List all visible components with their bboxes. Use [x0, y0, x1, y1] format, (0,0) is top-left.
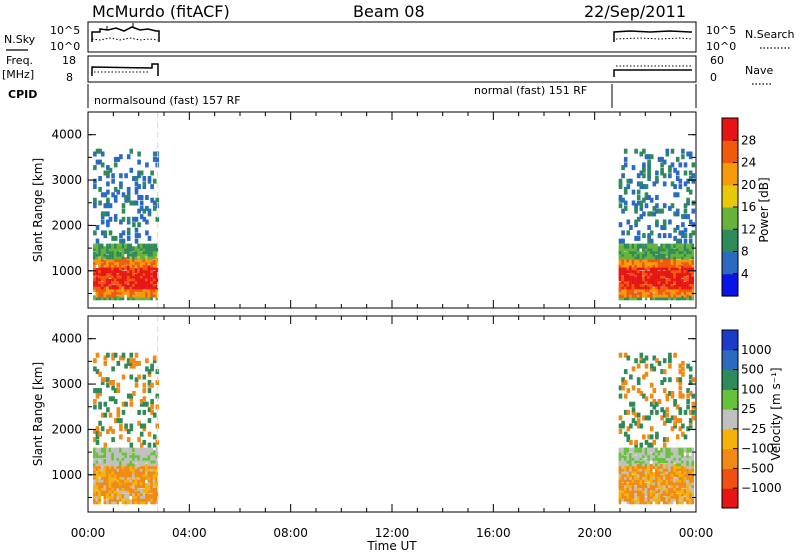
nsky-tick-top: 10^5 [50, 24, 80, 37]
nsearch-label: N.Search [745, 28, 795, 41]
nsky-label: N.Sky [4, 33, 36, 46]
colorbar-tick-label: 12 [741, 222, 756, 236]
colorbar-tick-label: 28 [741, 133, 756, 147]
colorbar-swatch [722, 273, 738, 297]
freq-tick-top: 18 [62, 54, 76, 67]
nsearch-tick-bottom: 10^0 [706, 40, 736, 53]
ytick-label: 4000 [51, 332, 82, 346]
ytick-label: 2000 [51, 422, 82, 436]
xtick-label: 00:00 [71, 526, 106, 540]
power-panel: 1000 2000 3000 4000 Slant Range [km] [31, 111, 697, 309]
colorbar-swatch [722, 140, 738, 164]
colorbar-tick-label: −1000 [741, 481, 782, 495]
colorbar-swatch [722, 468, 738, 489]
colorbar-tick-label: −100 [741, 442, 774, 456]
nsearch-tick-top: 10^5 [706, 24, 736, 37]
freq-tick-bottom: 8 [66, 71, 73, 84]
cpid-panel: CPID normalsound (fast) 157 RF normal (f… [8, 84, 697, 108]
colorbar-tick-label: 100 [741, 382, 764, 396]
colorbar-swatch [722, 207, 738, 230]
ytick-label: 1000 [51, 264, 82, 278]
colorbar-tick-label: 24 [741, 156, 756, 170]
velocity-ylabel: Slant Range [km] [31, 362, 45, 466]
colorbar-swatch [722, 162, 738, 186]
colorbar-tick-label: −500 [741, 461, 774, 475]
colorbar-swatch [722, 251, 738, 275]
ytick-label: 3000 [51, 173, 82, 187]
nsky-panel: N.Sky 10^5 10^0 10^5 10^0 N.Search [4, 21, 795, 53]
ytick-label: 1000 [51, 468, 82, 482]
freq-label-top: Freq. [6, 54, 33, 67]
power-axis-ticks: 1000 2000 3000 4000 [51, 112, 697, 308]
colorbar-tick-label: −25 [741, 422, 766, 436]
colorbar-tick-label: 25 [741, 402, 756, 416]
xtick-label: 20:00 [577, 526, 612, 540]
beam-title: Beam 08 [353, 2, 425, 21]
colorbar-tick-label: 8 [741, 245, 749, 259]
colorbar-tick-label: 1000 [741, 343, 772, 357]
colorbar-swatch [722, 369, 738, 390]
power-ylabel: Slant Range [km] [31, 158, 45, 262]
colorbar-tick-label: 4 [741, 267, 749, 281]
velocity-axis-ticks: 1000 2000 3000 4000 [51, 316, 697, 512]
xtick-label: 04:00 [172, 526, 207, 540]
xtick-label: 08:00 [273, 526, 308, 540]
cpid-right-text: normal (fast) 151 RF [474, 84, 587, 97]
colorbar-tick-label: 16 [741, 200, 756, 214]
xtick-label: 00:00 [679, 526, 714, 540]
freq-label-bottom: [MHz] [2, 68, 34, 81]
xaxis-label: Time UT [366, 539, 417, 553]
freq-panel: Freq. [MHz] 18 8 60 0 Nave [2, 54, 773, 85]
nave-tick-top: 60 [710, 54, 724, 67]
velocity-data-layer [93, 316, 696, 512]
station-title: McMurdo (fitACF) [92, 2, 230, 21]
colorbar-swatch [722, 448, 738, 469]
colorbar-swatch [722, 118, 738, 141]
cpid-label: CPID [8, 88, 37, 101]
power-data-layer [93, 112, 696, 308]
colorbar-swatch [722, 389, 738, 410]
ytick-label: 3000 [51, 377, 82, 391]
colorbar-swatch [722, 488, 738, 509]
colorbar-swatch [722, 330, 738, 351]
date-title: 22/Sep/2011 [584, 2, 686, 21]
ytick-label: 4000 [51, 128, 82, 142]
velocity-colorbar: 1000 500 100 25 −25 −100 −500 −1000 [721, 329, 782, 509]
nave-label: Nave [745, 64, 773, 77]
colorbar-swatch [722, 349, 738, 371]
power-colorbar: 4 8 12 16 20 24 28 [721, 117, 756, 297]
nsky-tick-bottom: 10^0 [50, 40, 80, 53]
colorbar-tick-label: 500 [741, 363, 764, 377]
ytick-label: 2000 [51, 218, 82, 232]
velocity-panel: 1000 2000 3000 4000 Slant Range [km] [31, 315, 697, 513]
colorbar-tick-label: 20 [741, 178, 756, 192]
nave-tick-bottom: 0 [710, 71, 717, 84]
colorbar-swatch [722, 184, 738, 208]
xtick-label: 16:00 [476, 526, 511, 540]
colorbar-swatch [722, 409, 738, 430]
power-colorbar-label: Power [dB] [757, 177, 771, 242]
velocity-colorbar-label: Velocity [m s⁻¹] [769, 367, 783, 460]
colorbar-swatch [722, 428, 738, 450]
cpid-left-text: normalsound (fast) 157 RF [94, 94, 241, 107]
colorbar-swatch [722, 229, 738, 253]
xtick-label: 12:00 [375, 526, 410, 540]
time-axis: 00:00 04:00 08:00 12:00 16:00 20:00 00:00 [71, 526, 714, 540]
